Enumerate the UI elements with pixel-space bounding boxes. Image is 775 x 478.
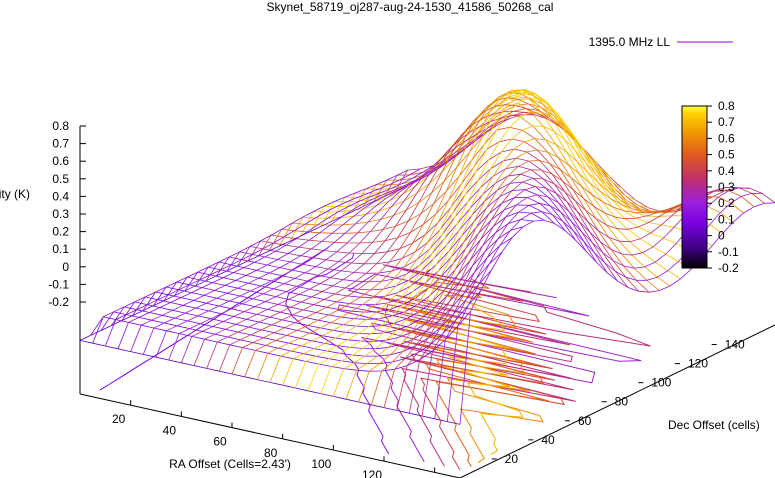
colorbar-tick-label: 0.4	[718, 164, 735, 178]
mesh-line-dec	[320, 111, 636, 394]
mesh-line-dec	[193, 118, 510, 366]
mesh-line-dec	[370, 159, 687, 405]
mesh-line-dec	[104, 168, 421, 347]
mesh-line-dec	[269, 89, 586, 383]
y-tick-label: 80	[615, 395, 629, 409]
x-tick-label: 60	[213, 435, 227, 449]
legend-label: 1395.0 MHz LL	[589, 35, 671, 49]
base-plane-outline	[79, 324, 775, 478]
z-tick-label: 0.3	[52, 207, 69, 221]
x-axis-label: RA Offset (Cells=2.43')	[169, 457, 291, 471]
x-tick-label: 40	[163, 423, 177, 437]
z-tick-label: 0.4	[52, 189, 69, 203]
colorbar-tick-label: -0.2	[718, 261, 739, 275]
mesh-line-dec	[117, 165, 434, 349]
contour-line	[401, 278, 550, 467]
base-contours	[99, 246, 651, 470]
z-axis-label: Intensity (K)	[0, 187, 30, 201]
contour-line	[434, 300, 524, 455]
colorbar-tick-label: 0.2	[718, 196, 735, 210]
z-tick-label: 0.7	[52, 137, 69, 151]
y-tick-label: 100	[651, 376, 671, 390]
colorbar-tick-label: 0.7	[718, 115, 735, 129]
mesh-line-ra	[247, 148, 629, 288]
colorbar-tick-label: 0.5	[718, 148, 735, 162]
mesh-line-dec	[155, 143, 472, 358]
x-tick-label: 80	[264, 446, 278, 460]
mesh-line-dec	[459, 202, 775, 425]
y-tick-label: 140	[725, 338, 745, 352]
z-tick-label: -0.2	[48, 295, 69, 309]
mesh-line-dec	[180, 125, 497, 363]
mesh-line-dec	[332, 125, 649, 397]
colorbar-tick-label: 0.8	[718, 99, 735, 113]
chart-title: Skynet_58719_oj287-aug-24-1530_41586_502…	[267, 0, 554, 14]
y-tick-label: 20	[505, 452, 519, 466]
mesh-line-dec	[218, 110, 535, 372]
mesh-line-ra	[331, 89, 713, 247]
mesh-line-dec	[256, 92, 573, 380]
mesh-line-dec	[383, 169, 700, 408]
z-tick-label: 0.6	[52, 154, 69, 168]
mesh-line-dec	[130, 160, 446, 352]
colorbar-tick-label: -0.1	[718, 245, 739, 259]
mesh-line-dec	[92, 169, 408, 344]
z-tick-label: 0.1	[52, 242, 69, 256]
mesh-line-dec	[408, 186, 725, 414]
y-tick-label: 40	[541, 433, 555, 447]
y-tick-group: 20 40 60 80 100 120 140	[491, 338, 745, 466]
colorbar-tick-label: 0.3	[718, 180, 735, 194]
colorbar-tick-label: 0.1	[718, 212, 735, 226]
z-tick-label: 0	[62, 260, 69, 274]
mesh-line-ra	[174, 204, 555, 313]
colorbar-tick-label: 0.6	[718, 131, 735, 145]
z-tick-group: 0.8 0.7 0.6 0.5 0.4 0.3 0.2 0.1 0 -0.1 -0.2	[48, 119, 86, 309]
contour-line	[418, 288, 545, 464]
x-tick-label: 100	[311, 457, 331, 471]
mesh-line-dec	[307, 97, 624, 391]
z-tick-label: 0.5	[52, 172, 69, 186]
x-tick-label: 120	[362, 468, 382, 478]
x-tick-label: 20	[112, 412, 126, 426]
mesh-line-dec	[206, 114, 522, 369]
z-tick-label: 0.8	[52, 119, 69, 133]
mesh-line-dec	[396, 177, 712, 411]
mesh-line-dec	[231, 104, 548, 375]
z-tick-label: -0.1	[48, 277, 69, 291]
colorbar-tick-label: 0	[718, 229, 725, 243]
surface-mesh	[79, 89, 775, 425]
mesh-line-dec	[345, 138, 662, 400]
z-tick-label: 0.2	[52, 225, 69, 239]
y-tick-label: 120	[688, 357, 708, 371]
colorbar	[681, 105, 708, 269]
mesh-line-dec	[446, 192, 763, 422]
y-axis-label: Dec Offset (cells)	[668, 418, 760, 432]
colorbar-tick-group: 0.8 0.7 0.6 0.5 0.4 0.3 0.2 0.1 0 -0.1 -0.2	[707, 99, 739, 275]
y-tick-label: 60	[578, 414, 592, 428]
mesh-line-dec	[358, 149, 674, 403]
